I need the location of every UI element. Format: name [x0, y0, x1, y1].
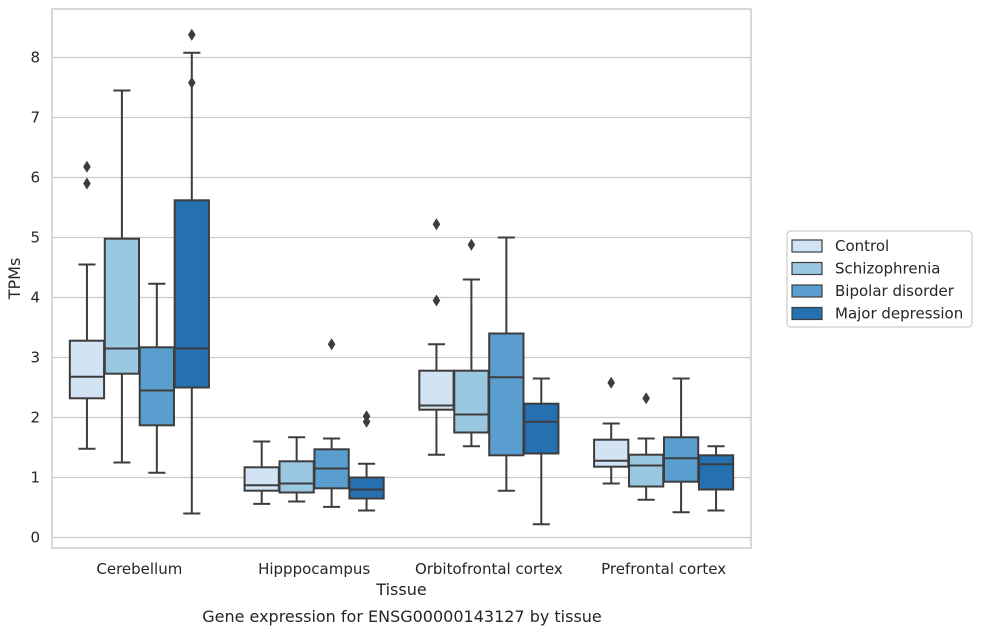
- iqr-box: [243, 466, 280, 492]
- legend: Control Schizophrenia Bipolar disorder Majo…: [786, 230, 973, 328]
- x-tick-label: Cerebellum: [96, 560, 182, 578]
- box-control: [68, 160, 106, 450]
- iqr-box: [173, 199, 210, 389]
- y-tick-label: 6: [30, 169, 40, 187]
- iqr-box: [418, 369, 455, 411]
- y-tick-label: 2: [30, 409, 40, 427]
- y-tick-labels: 0 1 2 3 4 5 6 7 8: [30, 49, 40, 547]
- legend-label: Major depression: [835, 305, 963, 323]
- outlier-point: [467, 238, 476, 251]
- box-major-depression: [173, 28, 210, 515]
- outlier-point: [327, 338, 336, 351]
- iqr-box: [453, 369, 490, 434]
- x-tick-label: Hipppocampus: [258, 560, 370, 578]
- box-major-depression: [697, 445, 735, 512]
- x-tick-label: Prefrontal cortex: [601, 560, 726, 578]
- box-schizophrenia: [453, 238, 490, 448]
- legend-label: Control: [835, 237, 889, 255]
- outlier-point: [83, 177, 91, 190]
- outlier-point: [83, 160, 91, 173]
- legend-frame: [786, 230, 973, 328]
- box-control: [243, 440, 280, 505]
- box-bipolar-disorder: [138, 282, 175, 474]
- box-bipolar-disorder: [488, 236, 525, 492]
- iqr-box: [628, 453, 665, 488]
- box-schizophrenia: [103, 89, 141, 464]
- legend-label: Bipolar disorder: [835, 282, 955, 300]
- y-tick-label: 0: [30, 529, 40, 547]
- iqr-box: [488, 332, 525, 457]
- outlier-point: [432, 294, 441, 307]
- legend-swatch: [791, 239, 823, 253]
- legend-swatch: [791, 306, 823, 321]
- box-control: [418, 218, 455, 456]
- outlier-point: [642, 392, 650, 405]
- outlier-point: [607, 376, 615, 389]
- iqr-box: [697, 454, 735, 491]
- iqr-box: [103, 237, 141, 375]
- box-bipolar-disorder: [313, 338, 350, 508]
- box-major-depression: [348, 410, 385, 512]
- outlier-point: [188, 28, 196, 41]
- boxes: [68, 28, 735, 526]
- y-tick-label: 5: [30, 229, 40, 247]
- legend-swatch: [791, 261, 823, 276]
- iqr-box: [348, 476, 385, 500]
- x-axis-label: Tissue: [375, 580, 426, 599]
- box-schizophrenia: [628, 392, 665, 501]
- y-tick-label: 7: [30, 109, 40, 127]
- iqr-box: [68, 339, 106, 400]
- box-major-depression: [523, 377, 560, 526]
- y-tick-label: 8: [30, 49, 40, 67]
- y-axis-label: TPMs: [5, 258, 24, 301]
- y-tick-label: 4: [30, 289, 40, 307]
- x-tick-labels: Cerebellum Hipppocampus Orbitofrontal cort…: [96, 560, 726, 578]
- x-tick-label: Orbitofrontal cortex: [415, 560, 563, 578]
- box-schizophrenia: [278, 436, 315, 503]
- y-tick-label: 3: [30, 349, 40, 367]
- iqr-box: [278, 460, 315, 494]
- legend-label: Schizophrenia: [835, 260, 940, 278]
- iqr-box: [593, 438, 630, 468]
- outlier-point: [432, 218, 441, 231]
- iqr-box: [662, 436, 700, 483]
- iqr-box: [523, 402, 560, 455]
- iqr-box: [138, 346, 175, 427]
- outlier-point: [362, 410, 371, 423]
- outlier-point: [188, 76, 196, 89]
- plot-frame: [51, 8, 752, 549]
- chart-caption: Gene expression for ENSG00000143127 by t…: [202, 607, 602, 626]
- legend-swatch: [791, 284, 823, 298]
- box-bipolar-disorder: [662, 377, 700, 514]
- box-control: [593, 376, 630, 485]
- y-tick-label: 1: [30, 469, 40, 487]
